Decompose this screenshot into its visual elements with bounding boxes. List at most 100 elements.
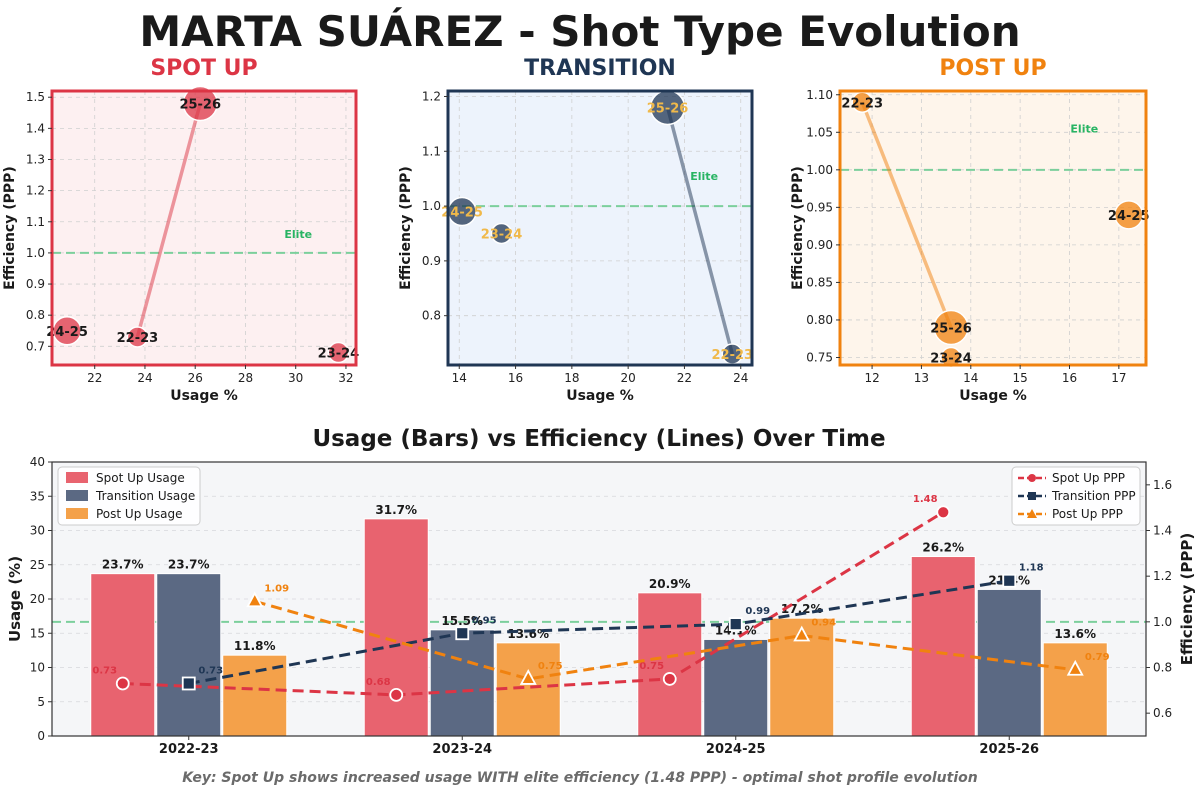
- legend-label: Post Up Usage: [96, 507, 183, 521]
- y-tick-label: 1.05: [806, 125, 833, 139]
- bar-value-label: 23.7%: [168, 558, 210, 572]
- bar-spot-up-usage: [637, 592, 703, 737]
- y2-tick-label: 1.0: [1153, 615, 1172, 629]
- bar-value-label: 11.8%: [234, 639, 276, 653]
- legend-lines: Spot Up PPP Transition PPP Post Up PPP: [1011, 466, 1141, 526]
- x-tick-label: 13: [914, 371, 929, 385]
- line-marker-post-up: [793, 625, 811, 642]
- y-axis-label: Efficiency (PPP): [398, 166, 414, 290]
- x-tick-label: 2022-23: [159, 742, 219, 757]
- line-post-up-ppp: [254, 599, 1076, 681]
- x-axis-label: Usage %: [170, 388, 238, 404]
- trajectory-line: [665, 106, 734, 355]
- line-marker-post-up: [246, 591, 264, 608]
- x-tick-label: 2023-24: [432, 742, 492, 757]
- plot-frame: [446, 89, 754, 367]
- y-axis-label: Efficiency (PPP): [790, 166, 806, 290]
- x-tick-label: 14: [452, 371, 467, 385]
- y-tick-label: 1.0: [26, 246, 45, 260]
- x-tick-label: 28: [238, 371, 253, 385]
- data-point-25-26: [933, 309, 969, 346]
- y-tick-label: 5: [37, 695, 45, 709]
- line-value-label: 0.75: [639, 661, 664, 672]
- plot-background: [52, 91, 356, 365]
- line-transition-ppp: [188, 579, 1010, 685]
- x-tick-label: 16: [508, 371, 523, 385]
- y-tick-label: 1.1: [422, 144, 441, 158]
- line-marker-transition: [455, 626, 470, 641]
- y-tick-label: 1.4: [26, 121, 45, 135]
- line-marker-spot-up: [662, 672, 677, 686]
- y2-tick-label: 1.2: [1153, 569, 1172, 583]
- y-tick-label: 40: [30, 455, 45, 469]
- point-label-24-25: 24-25: [46, 325, 88, 340]
- x-tick-label: 30: [288, 371, 303, 385]
- panel-title: SPOT UP: [150, 56, 257, 81]
- legend-label: Spot Up Usage: [96, 471, 185, 485]
- legend-swatch: [66, 508, 88, 519]
- legend-bars: Spot Up Usage Transition Usage Post Up Usa…: [57, 466, 201, 526]
- x-tick-label: 15: [1013, 371, 1028, 385]
- line-value-label: 0.68: [366, 677, 391, 688]
- legend-label: Spot Up PPP: [1052, 471, 1125, 485]
- y-tick-label: 0: [37, 729, 45, 743]
- legend-swatch: [66, 490, 88, 501]
- data-point-24-25: [1113, 200, 1144, 230]
- line-marker-post-up: [1066, 659, 1084, 676]
- line-value-label: 1.09: [264, 583, 289, 594]
- elite-label: Elite: [284, 228, 312, 241]
- x-tick-label: 16: [1062, 371, 1077, 385]
- y-tick-label: 0.75: [806, 350, 833, 364]
- x-tick-label: 12: [864, 371, 879, 385]
- x-tick-label: 22: [677, 371, 692, 385]
- x-tick-label: 26: [188, 371, 203, 385]
- point-label-25-26: 25-26: [930, 321, 972, 336]
- y-tick-label: 0.90: [806, 238, 833, 252]
- elite-label: Elite: [1070, 123, 1098, 136]
- y-tick-label: 1.3: [26, 153, 45, 167]
- line-marker-spot-up: [115, 676, 130, 691]
- bar-value-label: 20.9%: [649, 577, 691, 591]
- scatter-chart-transition: Elite 22-23 23-24 24-25 25-26 14 16 18 20 22 24 0.8…: [398, 56, 754, 404]
- y-tick-label: 20: [30, 592, 45, 606]
- y-tick-label: 0.85: [806, 275, 833, 289]
- x-tick-label: 24: [733, 371, 748, 385]
- legend-frame: [57, 466, 201, 526]
- y-tick-label: 35: [30, 489, 45, 503]
- legend-marker: [1028, 492, 1036, 500]
- plot-background: [840, 91, 1146, 365]
- bar-value-label: 13.6%: [1054, 627, 1096, 641]
- point-label-24-25: 24-25: [441, 206, 483, 221]
- bar-post-up-usage: [1042, 642, 1108, 737]
- point-label-23-24: 23-24: [318, 347, 360, 362]
- bar-value-label: 26.2%: [922, 541, 964, 555]
- data-point-23-24: [940, 346, 962, 369]
- line-marker-post-up: [519, 669, 537, 685]
- y2-tick-label: 0.6: [1153, 706, 1172, 720]
- line-value-label: 1.48: [913, 494, 938, 505]
- y-tick-label: 1.2: [422, 89, 441, 103]
- bar-transition-usage: [703, 638, 769, 737]
- y-tick-label: 25: [30, 558, 45, 572]
- y-tick-label: 10: [30, 661, 45, 675]
- y-tick-label: 1.5: [26, 90, 45, 104]
- bar-spot-up-usage: [910, 556, 976, 737]
- trajectory-line: [135, 103, 202, 338]
- y2-tick-label: 1.4: [1153, 524, 1172, 538]
- line-value-label: 0.75: [538, 661, 563, 672]
- bar-transition-usage: [429, 629, 495, 737]
- x-tick-label: 22: [87, 371, 102, 385]
- y-tick-label: 30: [30, 524, 45, 538]
- legend-label: Post Up PPP: [1052, 507, 1123, 521]
- line-marker-transition: [181, 676, 196, 691]
- legend-label: Transition Usage: [95, 489, 195, 503]
- legend-marker: [1027, 509, 1037, 518]
- line-value-label: 0.79: [1085, 652, 1110, 663]
- combo-chart-usage-efficiency: 23.7%31.7%20.9%26.2%23.7%15.5%14.1%21.4%…: [6, 426, 1196, 757]
- footer-note: Key: Spot Up shows increased usage WITH …: [182, 770, 978, 786]
- plot-frame: [838, 89, 1148, 367]
- x-axis-label: Usage %: [566, 388, 634, 404]
- x-tick-label: 32: [338, 371, 353, 385]
- x-tick-label: 14: [963, 371, 978, 385]
